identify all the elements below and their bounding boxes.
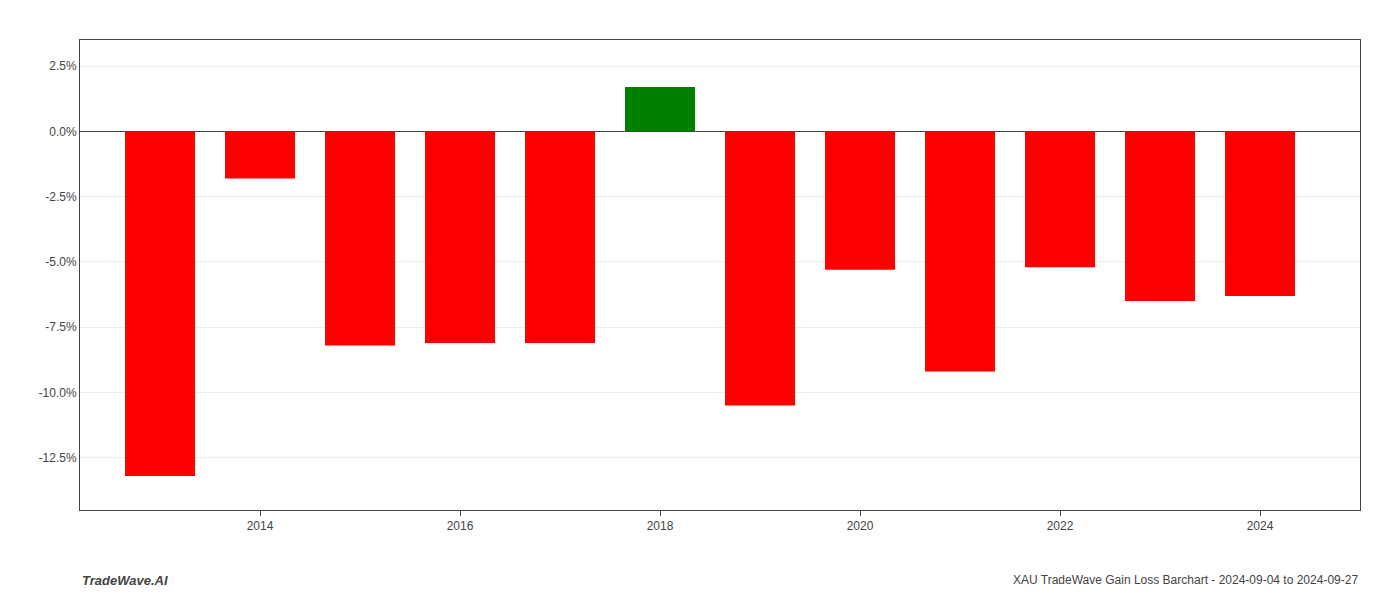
svg-text:2018: 2018 (647, 519, 674, 533)
svg-text:2022: 2022 (1047, 519, 1074, 533)
svg-text:-12.5%: -12.5% (39, 451, 77, 465)
svg-text:-2.5%: -2.5% (45, 190, 77, 204)
svg-text:2016: 2016 (447, 519, 474, 533)
svg-text:2020: 2020 (847, 519, 874, 533)
svg-text:2014: 2014 (247, 519, 274, 533)
svg-text:0.0%: 0.0% (49, 125, 77, 139)
svg-text:-10.0%: -10.0% (39, 386, 77, 400)
svg-text:-7.5%: -7.5% (45, 320, 77, 334)
svg-text:2024: 2024 (1247, 519, 1274, 533)
svg-text:TradeWave.AI: TradeWave.AI (82, 573, 168, 588)
svg-text:2.5%: 2.5% (49, 59, 77, 73)
svg-text:XAU TradeWave Gain Loss Barcha: XAU TradeWave Gain Loss Barchart - 2024-… (1013, 573, 1358, 587)
svg-text:-5.0%: -5.0% (45, 255, 77, 269)
